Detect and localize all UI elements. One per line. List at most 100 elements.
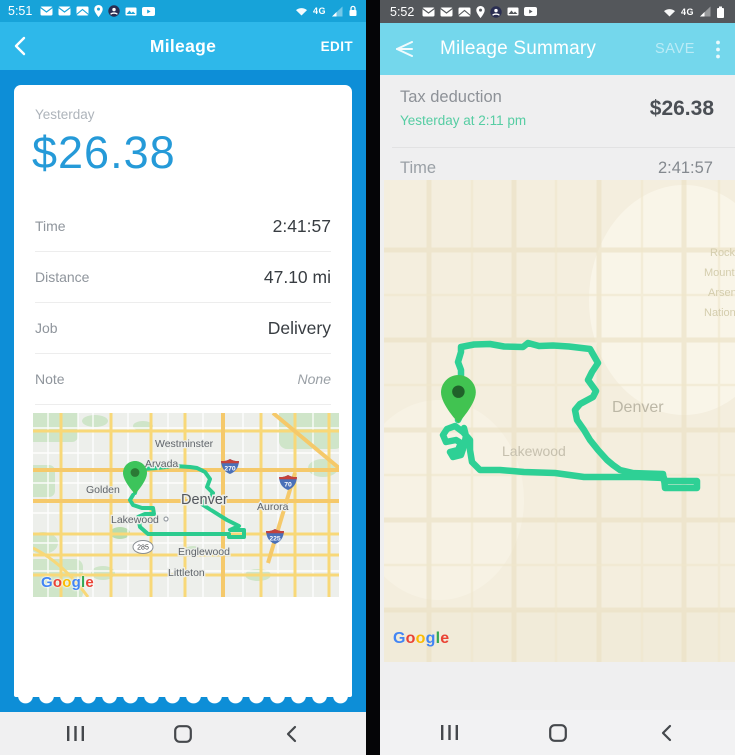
- route-map-large[interactable]: Denver Lakewood Rock Mount Arsen Nation: [384, 180, 735, 662]
- clock: 5:52: [390, 4, 415, 19]
- start-pin-icon: [123, 461, 147, 494]
- trip-timestamp: Yesterday at 2:11 pm: [400, 113, 527, 128]
- google-letter: e: [85, 574, 94, 591]
- map-label-englewood: Englewood: [178, 546, 230, 558]
- wifi-icon: [663, 8, 675, 16]
- tax-deduction-row[interactable]: Tax deduction Yesterday at 2:11 pm $26.3…: [400, 88, 715, 146]
- route-polyline: [439, 339, 701, 492]
- back-nav-button[interactable]: [649, 718, 683, 748]
- tax-deduction-label: Tax deduction: [400, 88, 502, 106]
- time-row: Time 2:41:57: [400, 159, 713, 178]
- save-button[interactable]: SAVE: [654, 41, 695, 57]
- map-label-lakewood: Lakewood: [111, 514, 159, 526]
- google-letter: G: [41, 574, 53, 591]
- map-label-golden: Golden: [86, 484, 120, 496]
- map-label-aurora: Aurora: [257, 501, 289, 513]
- tax-deduction-amount: $26.38: [649, 97, 714, 120]
- detail-row-distance[interactable]: Distance 47.10 mi: [35, 252, 331, 303]
- svg-text:70: 70: [284, 482, 292, 489]
- start-pin-icon: [441, 375, 476, 423]
- google-attribution[interactable]: Google: [393, 630, 449, 648]
- left-header: Mileage EDIT: [0, 22, 366, 70]
- map-label-littleton: Littleton: [168, 567, 205, 579]
- back-icon[interactable]: [394, 40, 414, 58]
- route-map-thumbnail[interactable]: 270 70 225: [33, 413, 339, 597]
- signal-icon: [332, 6, 343, 16]
- edit-button[interactable]: EDIT: [320, 38, 353, 54]
- row-value: 47.10 mi: [263, 266, 331, 287]
- shield-us285: 285: [132, 540, 154, 554]
- screen-divider: [366, 0, 380, 755]
- right-body: Tax deduction Yesterday at 2:11 pm $26.3…: [380, 75, 735, 710]
- right-phone-screen: 5:52 4G Mileage Summary SAVE: [380, 0, 735, 755]
- google-attribution[interactable]: Google: [41, 574, 94, 591]
- google-letter: o: [62, 574, 72, 591]
- envelope-icon: [40, 6, 54, 16]
- row-label: Distance: [35, 269, 90, 285]
- left-body: Yesterday $26.38 Time 2:41:57 Distance 4…: [0, 70, 366, 712]
- map-label-arvada: Arvada: [145, 458, 178, 470]
- route-polyline: [128, 464, 246, 539]
- row-label: Job: [35, 320, 58, 336]
- row-value: Delivery: [267, 317, 331, 338]
- left-status-bar: 5:51 4G: [0, 0, 366, 22]
- row-label: Time: [35, 218, 66, 234]
- home-button[interactable]: [166, 719, 200, 749]
- time-value: 2:41:57: [657, 159, 713, 177]
- detail-row-note[interactable]: Note None: [35, 354, 331, 405]
- recents-button[interactable]: [58, 719, 92, 749]
- right-nav-bar: [380, 710, 735, 755]
- page-title: Mileage Summary: [440, 38, 597, 59]
- page-title: Mileage: [149, 35, 217, 56]
- svg-text:270: 270: [224, 466, 236, 473]
- map-poi-line: Nation: [704, 307, 735, 319]
- google-letter: e: [440, 630, 450, 647]
- contacts-icon: [108, 5, 121, 17]
- shield-i270: 270: [221, 459, 239, 474]
- map-poi-line: Rock: [710, 247, 735, 259]
- deduction-amount: $26.38: [32, 127, 176, 178]
- back-icon[interactable]: [13, 36, 27, 56]
- map-canvas: Denver Lakewood Rock Mount Arsen Nation: [384, 180, 735, 662]
- lock-icon: [349, 5, 357, 16]
- gmail-icon: [458, 7, 472, 16]
- row-value: 2:41:57: [272, 215, 331, 236]
- row-label: Note: [35, 371, 65, 387]
- shield-i225: 225: [266, 529, 284, 544]
- google-letter: g: [71, 574, 81, 591]
- youtube-icon: [142, 6, 156, 16]
- battery-icon: [717, 6, 724, 18]
- network-type-indicator: 4G: [680, 6, 694, 17]
- time-label: Time: [400, 159, 437, 177]
- google-letter: l: [435, 630, 441, 647]
- overflow-menu-icon[interactable]: [715, 39, 721, 60]
- map-label-denver: Denver: [181, 492, 228, 508]
- svg-text:285: 285: [137, 545, 149, 552]
- detail-row-time[interactable]: Time 2:41:57: [35, 201, 331, 252]
- recents-button[interactable]: [433, 718, 467, 748]
- detail-row-job[interactable]: Job Delivery: [35, 303, 331, 354]
- svg-text:225: 225: [269, 536, 281, 543]
- wifi-icon: [295, 8, 307, 16]
- shield-i70: 70: [279, 475, 297, 490]
- google-letter: l: [81, 574, 86, 591]
- map-label-westminster: Westminster: [155, 438, 214, 450]
- receipt-scallop-edge: [15, 696, 351, 704]
- right-status-bar: 5:52 4G: [380, 0, 735, 23]
- location-pin-icon: [476, 5, 486, 18]
- location-pin-icon: [94, 5, 104, 17]
- home-button[interactable]: [541, 718, 575, 748]
- gmail-icon: [76, 6, 90, 16]
- divider-line: [392, 147, 735, 148]
- envelope-icon: [422, 7, 436, 16]
- contacts-icon: [490, 5, 503, 18]
- youtube-icon: [524, 7, 538, 16]
- back-nav-button[interactable]: [274, 719, 308, 749]
- network-type-indicator: 4G: [312, 6, 326, 16]
- left-phone-screen: 5:51 4G Mileage EDIT Yesterday $26.38: [0, 0, 366, 755]
- signal-icon: [700, 6, 711, 17]
- map-canvas: 270 70 225: [33, 413, 339, 597]
- row-value: None: [297, 371, 331, 387]
- town-point-marker: [163, 516, 169, 522]
